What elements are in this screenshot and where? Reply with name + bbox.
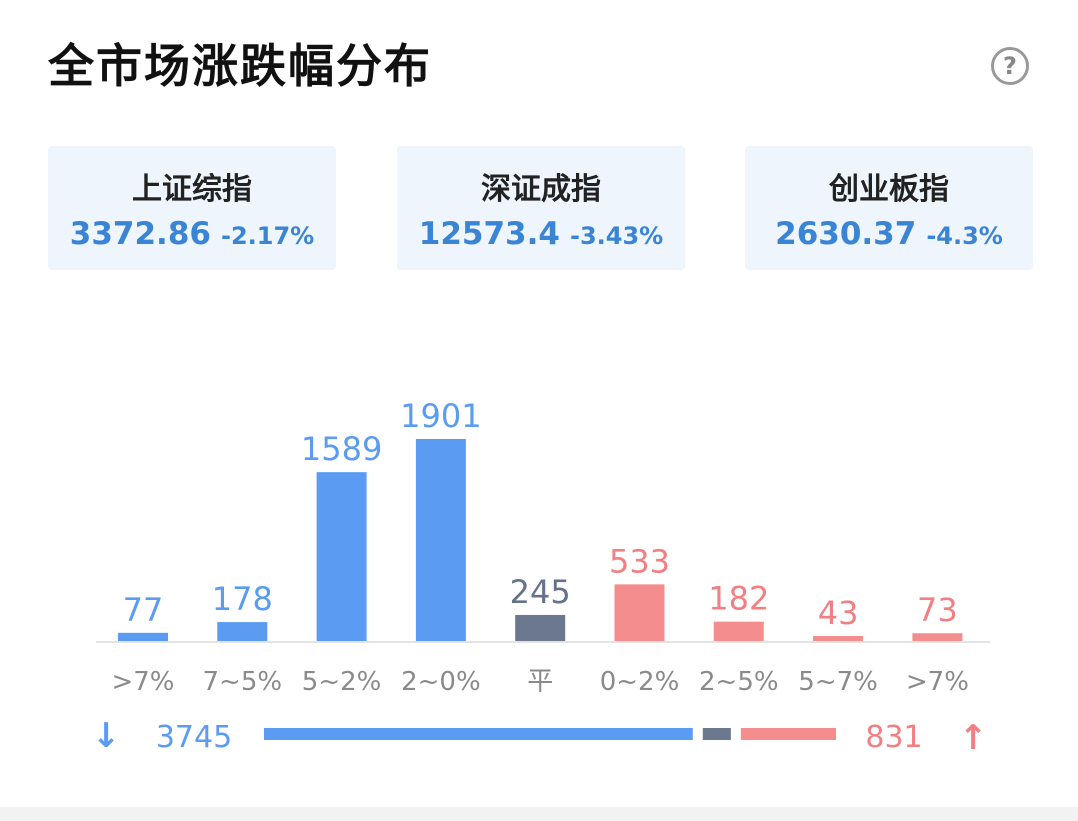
category-label: 2~0% <box>401 667 481 697</box>
category-label: 0~2% <box>600 667 680 697</box>
bar-value-label: 1589 <box>301 430 382 468</box>
bar <box>316 472 367 641</box>
bar-value-label: 178 <box>212 580 273 618</box>
index-card-cyb[interactable]: 创业板指 2630.37 -4.3% <box>745 146 1033 270</box>
bar <box>415 439 466 641</box>
bar <box>813 636 864 641</box>
index-change: -2.17% <box>220 222 315 250</box>
bar <box>713 621 764 641</box>
bar-value-label: 73 <box>917 591 958 629</box>
index-change: -4.3% <box>926 222 1003 250</box>
ratio-bar-up <box>740 728 836 740</box>
index-card-sh[interactable]: 上证综指 3372.86 -2.17% <box>48 146 336 270</box>
category-label: 2~5% <box>699 667 779 697</box>
bottom-divider <box>0 807 1078 821</box>
index-change: -3.43% <box>569 222 664 250</box>
index-value: 2630.37 <box>775 216 917 252</box>
bar-value-label: 245 <box>510 573 571 611</box>
category-label: 平 <box>527 667 553 697</box>
category-label: 5~7% <box>798 667 878 697</box>
ratio-bar-down <box>264 728 693 740</box>
bar-value-label: 533 <box>609 542 670 580</box>
index-name: 上证综指 <box>132 172 252 207</box>
category-label: >7% <box>906 667 969 697</box>
category-label: 5~2% <box>302 667 382 697</box>
index-value: 12573.4 <box>418 216 560 252</box>
bar-value-label: 77 <box>123 591 164 629</box>
category-label: 7~5% <box>203 667 283 697</box>
ratio-bar-flat <box>702 728 731 740</box>
bar <box>515 614 566 641</box>
up-arrow-icon: ↑ <box>959 718 988 758</box>
bar <box>118 632 168 641</box>
index-name: 深证成指 <box>481 172 601 207</box>
up-count: 831 <box>865 720 922 755</box>
bar-value-label: 182 <box>708 580 769 618</box>
bar <box>614 584 665 641</box>
index-value: 3372.86 <box>69 216 211 252</box>
bar <box>912 633 963 641</box>
index-name: 创业板指 <box>829 172 949 207</box>
distribution-chart: 77 >7% 178 7~5% 1589 5~2% 1901 2~0% 245 平 533 0~2% 1… <box>92 397 990 758</box>
page-title: 全市场涨跌幅分布 <box>48 39 432 93</box>
bar <box>217 622 268 641</box>
bar-value-label: 1901 <box>400 397 481 435</box>
down-count: 3745 <box>156 720 232 755</box>
category-label: >7% <box>111 667 174 697</box>
bar-value-label: 43 <box>818 594 859 632</box>
index-card-sz[interactable]: 深证成指 12573.4 -3.43% <box>397 146 685 270</box>
down-arrow-icon: ↓ <box>92 716 121 756</box>
help-icon[interactable]: ? <box>991 47 1029 85</box>
